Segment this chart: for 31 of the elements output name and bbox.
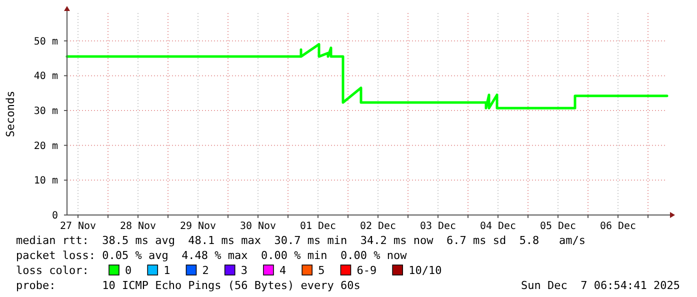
text: packet loss: 0.05 % avg 4.48 % max 0.00 % min 0.00 % now [16,249,408,262]
x-tick-label: 06 Dec [600,221,636,232]
x-tick-label: 05 Dec [540,221,576,232]
text: probe: 10 ICMP Echo Pings (56 Bytes) every 60s [16,279,360,292]
legend-label: 2 [202,264,209,277]
y-tick-label: 20 m [34,140,58,152]
legend-label: 6-9 [356,264,377,277]
text: median rtt: 38.5 ms avg 48.1 ms max 30.7 ms min 34.2 ms now 6.7 ms sd 5.8 am/s [16,234,586,247]
x-tick-label: 01 Dec [300,221,336,232]
y-tick-label: 30 m [34,106,58,118]
line-series [66,43,668,110]
x-tick-label: 04 Dec [480,221,516,232]
legend-label: 5 [318,264,325,277]
legend-label: 3 [240,264,248,277]
legend-label: 4 [279,264,286,277]
x-tick-label: 03 Dec [420,221,456,232]
legend-label: 1 [164,264,170,277]
x-tick-label: 28 Nov [120,221,156,232]
legend-label: 0 [125,264,132,277]
text: Sun Dec 7 06:54:41 2025 [521,279,680,292]
legend-title: loss color: [16,264,89,277]
x-tick-label: 30 Nov [240,221,276,232]
legend-label: 10/10 [408,264,442,277]
y-tick-label: 0 [52,210,58,222]
x-tick-label: 27 Nov [60,221,96,232]
y-tick-label: 40 m [34,71,58,82]
x-tick-label: 29 Nov [180,221,216,232]
y-tick-label: 10 m [34,176,58,187]
x-tick-label: 02 Dec [360,221,396,232]
y-tick-label: 50 m [34,36,58,48]
y-axis-title: Seconds [4,90,17,138]
